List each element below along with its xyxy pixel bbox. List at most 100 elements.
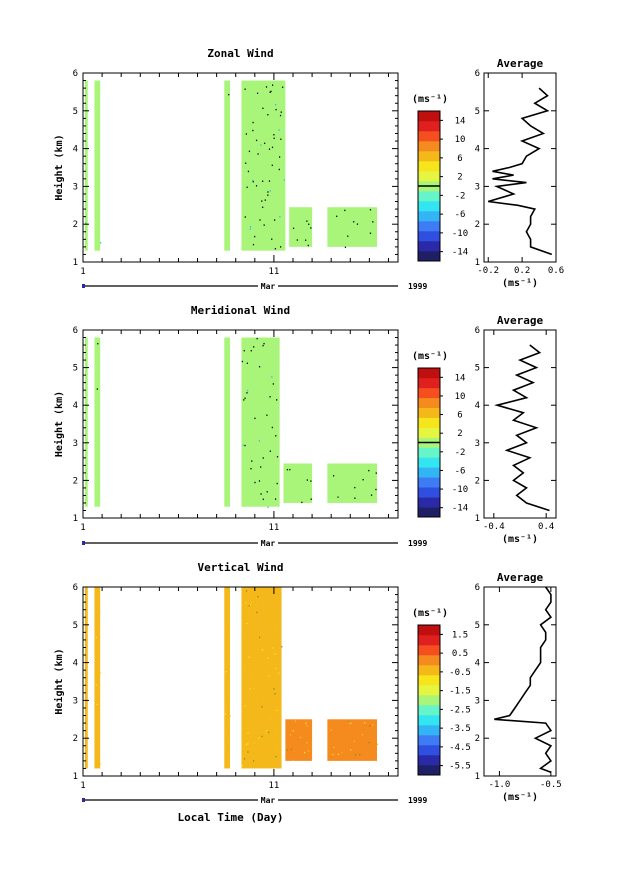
profile-title: Average [497, 314, 544, 327]
data-speck [369, 724, 371, 727]
data-speck [272, 647, 274, 649]
data-speck [248, 656, 250, 658]
data-speck [270, 90, 272, 93]
month-label-bg [258, 795, 278, 805]
profile-y-tick-label: 5 [475, 621, 480, 631]
data-speck [279, 156, 281, 158]
month-label: Mar [261, 796, 276, 805]
colorbar-tick-label: -6 [455, 210, 466, 220]
y-axis-label: Height (km) [53, 648, 65, 714]
colorbar-segment [418, 447, 440, 458]
data-speck [292, 730, 294, 732]
data-speck [267, 657, 269, 659]
colorbar-segment [418, 407, 440, 418]
data-speck [242, 747, 244, 749]
data-speck [263, 342, 265, 345]
data-speck [249, 687, 251, 690]
profile-y-tick-label: 6 [475, 69, 480, 79]
data-speck [262, 498, 264, 501]
data-speck [344, 209, 346, 212]
profile-x-tick-label: 0.2 [514, 266, 530, 276]
data-speck [362, 478, 364, 481]
profile-y-tick-label: 4 [475, 145, 480, 155]
profile-x-tick-label: -0.4 [483, 522, 505, 532]
profile-y-tick-label: 4 [475, 659, 480, 669]
data-speck [310, 498, 312, 500]
month-label: Mar [261, 539, 276, 548]
colorbar-unit-label: (ms⁻¹) [412, 608, 448, 619]
data-speck [243, 446, 245, 448]
data-speck [227, 616, 229, 618]
data-speck [271, 84, 274, 86]
data-speck [249, 341, 252, 343]
data-speck [253, 346, 255, 348]
data-speck [368, 469, 370, 472]
data-speck [253, 687, 255, 690]
colorbar-segment [418, 625, 440, 636]
data-speck [242, 669, 245, 671]
colorbar-tick-label: -5.5 [449, 762, 471, 772]
data-speck [280, 111, 282, 113]
data-speck [245, 602, 247, 604]
month-label-bg [258, 281, 278, 291]
data-speck [308, 750, 310, 752]
colorbar-tick-label: 14 [455, 373, 466, 383]
colorbar-segment [418, 241, 440, 252]
data-speck [306, 479, 308, 481]
data-block [94, 80, 101, 251]
colorbar-unit-label: (ms⁻¹) [412, 351, 448, 362]
data-speck [333, 475, 335, 477]
data-speck [271, 146, 274, 149]
profile-x-tick-label: -1.0 [489, 780, 511, 790]
data-speck [361, 734, 364, 736]
colorbar-unit-label: (ms⁻¹) [412, 94, 448, 105]
data-speck [372, 724, 374, 726]
data-block [285, 719, 313, 761]
data-speck [276, 134, 278, 136]
data-speck [247, 743, 249, 745]
data-speck [265, 86, 268, 88]
data-speck [275, 755, 277, 758]
data-speck [100, 763, 102, 765]
profile-frame [483, 329, 557, 519]
data-speck [304, 235, 306, 237]
colorbar-tick-label: -1.5 [449, 687, 471, 697]
profile-y-tick-label: 1 [475, 514, 480, 524]
profile-y-tick-label: 6 [475, 583, 480, 593]
data-speck [273, 409, 276, 412]
data-speck [276, 456, 279, 458]
data-speck [271, 164, 273, 167]
profile-x-tick-label: 0.6 [548, 266, 564, 276]
year-label: 1999 [408, 282, 427, 291]
data-speck [243, 203, 245, 205]
data-speck [289, 734, 292, 736]
data-speck [251, 460, 253, 462]
x-tick-label: 11 [268, 781, 279, 791]
y-tick-label: 1 [73, 514, 78, 524]
chart-title: Meridional Wind [191, 304, 290, 317]
y-tick-label: 4 [73, 401, 78, 411]
data-speck [241, 360, 243, 363]
data-speck [262, 457, 264, 459]
data-speck [332, 753, 334, 756]
profile-x-label: (ms⁻¹) [502, 278, 538, 289]
data-speck [276, 482, 278, 485]
data-speck [245, 744, 247, 746]
data-speck [273, 137, 275, 139]
colorbar-segment [418, 171, 440, 182]
data-speck [278, 168, 280, 171]
data-region [84, 337, 378, 508]
data-speck [247, 751, 249, 753]
data-speck [268, 675, 270, 677]
colorbar-segment [418, 151, 440, 162]
data-speck [282, 86, 284, 89]
colorbar-segment [418, 201, 440, 212]
data-speck [337, 496, 339, 498]
data-speck [95, 684, 97, 686]
x-tick-label: 1 [80, 267, 85, 277]
data-speck [264, 615, 266, 617]
data-speck [276, 652, 278, 655]
colorbar-tick-label: -2 [455, 448, 466, 458]
